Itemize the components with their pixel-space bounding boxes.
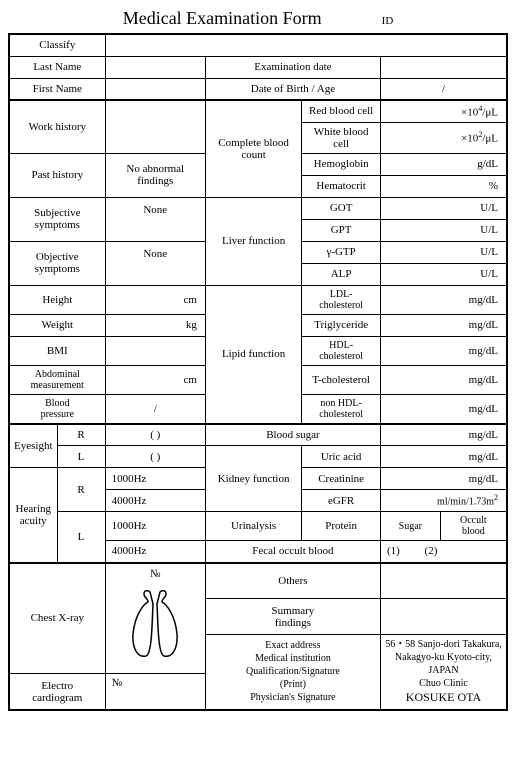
eyesight-l-value: ( ) <box>105 446 205 468</box>
eyesight-l-label: L <box>57 446 105 468</box>
objective-label: Objective symptoms <box>9 241 105 285</box>
hearing-l-4000: 4000Hz <box>105 541 205 563</box>
wbc-label: White blood cell <box>302 122 381 153</box>
occult-label: Occultblood <box>440 512 507 541</box>
creatinine-label: Creatinine <box>302 468 381 490</box>
id-label: ID <box>382 15 394 27</box>
objective-value: None <box>105 241 205 285</box>
nonhdl-label: non HDL-cholesterol <box>302 394 381 424</box>
eyesight-label: Eyesight <box>9 424 57 468</box>
height-label: Height <box>9 285 105 314</box>
hearing-r-4000: 4000Hz <box>105 490 205 512</box>
bmi-label: BMI <box>9 336 105 365</box>
lastname-label: Last Name <box>9 56 105 78</box>
hemoglobin-label: Hemoglobin <box>302 153 381 175</box>
wbc-unit: ×102/μL <box>380 122 507 153</box>
subjective-value: None <box>105 197 205 241</box>
summary-value <box>380 599 507 635</box>
abdominal-unit: cm <box>105 365 205 394</box>
egfr-label: eGFR <box>302 490 381 512</box>
classify-value <box>105 34 507 56</box>
hearing-r-1000: 1000Hz <box>105 468 205 490</box>
bp-value: / <box>105 394 205 424</box>
gpt-label: GPT <box>302 219 381 241</box>
alp-unit: U/L <box>380 263 507 285</box>
bloodsugar-label: Blood sugar <box>205 424 380 446</box>
ldl-unit: mg/dL <box>380 285 507 314</box>
examdate-value <box>380 56 507 78</box>
dob-value: / <box>380 78 507 100</box>
eyesight-r-value: ( ) <box>105 424 205 446</box>
got-label: GOT <box>302 197 381 219</box>
past-history-value: No abnormal findings <box>105 153 205 197</box>
work-history-label: Work history <box>9 100 105 153</box>
summary-label: Summaryfindings <box>205 599 380 635</box>
hearing-r-label: R <box>57 468 105 512</box>
others-value <box>380 563 507 599</box>
lipid-label: Lipid function <box>205 285 301 424</box>
weight-unit: kg <box>105 314 205 336</box>
gpt-unit: U/L <box>380 219 507 241</box>
protein-label: Protein <box>302 512 381 541</box>
work-history-value <box>105 100 205 153</box>
abdominal-label: Abdominalmeasurement <box>9 365 105 394</box>
ldl-label: LDL-cholesterol <box>302 285 381 314</box>
bloodsugar-unit: mg/dL <box>380 424 507 446</box>
dob-label: Date of Birth / Age <box>205 78 380 100</box>
fecal-label: Fecal occult blood <box>205 541 380 563</box>
examdate-label: Examination date <box>205 56 380 78</box>
firstname-label: First Name <box>9 78 105 100</box>
rbc-label: Red blood cell <box>302 100 381 122</box>
form-title: Medical Examination Form <box>123 8 322 29</box>
hdl-unit: mg/dL <box>380 336 507 365</box>
bp-label: Bloodpressure <box>9 394 105 424</box>
tchol-unit: mg/dL <box>380 365 507 394</box>
alp-label: ALP <box>302 263 381 285</box>
fecal-values: (1) (2) <box>380 541 507 563</box>
nonhdl-unit: mg/dL <box>380 394 507 424</box>
others-label: Others <box>205 563 380 599</box>
height-unit: cm <box>105 285 205 314</box>
hearing-l-label: L <box>57 512 105 563</box>
classify-label: Classify <box>9 34 105 56</box>
ggtp-label: γ-GTP <box>302 241 381 263</box>
urinalysis-label: Urinalysis <box>205 512 301 541</box>
kidney-label: Kidney function <box>205 446 301 512</box>
past-history-label: Past history <box>9 153 105 197</box>
xray-label: Chest X-ray <box>9 563 105 674</box>
tchol-label: T-cholesterol <box>302 365 381 394</box>
hearing-l-1000: 1000Hz <box>105 512 205 541</box>
xray-area: № <box>105 563 205 674</box>
trig-label: Triglyceride <box>302 314 381 336</box>
hemoglobin-unit: g/dL <box>380 153 507 175</box>
bmi-value <box>105 336 205 365</box>
sugar-label: Sugar <box>380 512 440 541</box>
weight-label: Weight <box>9 314 105 336</box>
eyesight-r-label: R <box>57 424 105 446</box>
liver-label: Liver function <box>205 197 301 285</box>
hematocrit-unit: % <box>380 175 507 197</box>
trig-unit: mg/dL <box>380 314 507 336</box>
got-unit: U/L <box>380 197 507 219</box>
hearing-label: Hearingacuity <box>9 468 57 563</box>
uric-label: Uric acid <box>302 446 381 468</box>
egfr-unit: ml/min/1.73m2 <box>380 490 507 512</box>
exam-form-table: Classify Last Name Examination date Firs… <box>8 33 508 711</box>
address-block-label: Exact addressMedical institutionQualific… <box>205 635 380 710</box>
ecg-label: Electrocardiogram <box>9 674 105 710</box>
cbc-label: Complete blood count <box>205 100 301 197</box>
ecg-value: № <box>105 674 205 710</box>
hematocrit-label: Hematocrit <box>302 175 381 197</box>
xray-no: № <box>110 568 201 580</box>
address-block-value: 56・58 Sanjo-dori Takakura,Nakagyo-ku Kyo… <box>380 635 507 710</box>
firstname-value <box>105 78 205 100</box>
creatinine-unit: mg/dL <box>380 468 507 490</box>
uric-unit: mg/dL <box>380 446 507 468</box>
rbc-unit: ×104/μL <box>380 100 507 122</box>
hdl-label: HDL-cholesterol <box>302 336 381 365</box>
lastname-value <box>105 56 205 78</box>
subjective-label: Subjective symptoms <box>9 197 105 241</box>
ggtp-unit: U/L <box>380 241 507 263</box>
lungs-icon <box>120 584 190 664</box>
